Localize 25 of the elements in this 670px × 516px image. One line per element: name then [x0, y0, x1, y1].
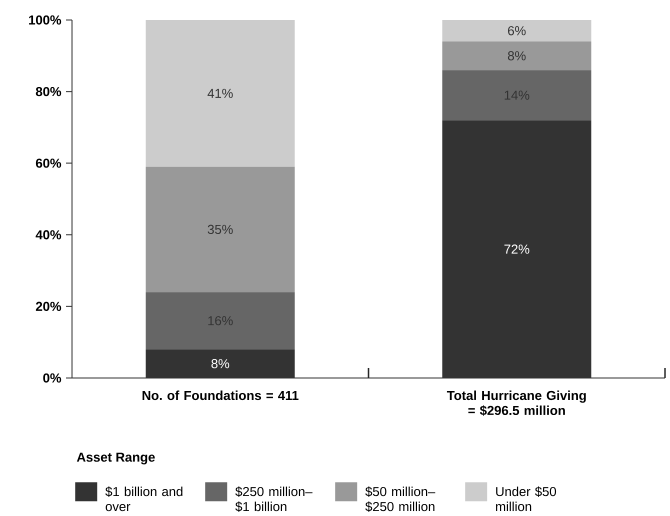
y-tick-label: 60%	[36, 158, 62, 168]
data-label: 8%	[508, 51, 526, 60]
legend-label: $50 million– $250 million	[365, 486, 436, 512]
y-tick-label: 100%	[29, 15, 62, 25]
data-label: 41%	[208, 88, 233, 98]
y-tick-label: 40%	[36, 230, 62, 240]
data-label: 72%	[504, 244, 530, 254]
x-tick-label: No. of Foundations = 411	[142, 390, 298, 400]
legend-label: $1 billion and over	[105, 486, 182, 512]
data-label: 35%	[208, 224, 233, 234]
y-tick-label: 80%	[36, 86, 62, 96]
bar	[442, 70, 592, 120]
data-label: 8%	[211, 359, 230, 368]
bar	[442, 20, 592, 42]
bar	[146, 292, 295, 350]
bar	[146, 166, 295, 292]
y-tick-label: 0%	[43, 373, 62, 383]
x-tick-label: Total Hurricane Giving = $296.5 million	[446, 390, 586, 416]
y-tick-label: 20%	[36, 302, 62, 311]
legend-label: Under $50 million	[496, 486, 556, 512]
bar	[146, 20, 295, 167]
bar	[442, 41, 592, 70]
data-label: 6%	[508, 26, 526, 36]
legend-title: Asset Range	[76, 452, 155, 464]
legend-label: $250 million– $1 billion	[235, 486, 312, 512]
